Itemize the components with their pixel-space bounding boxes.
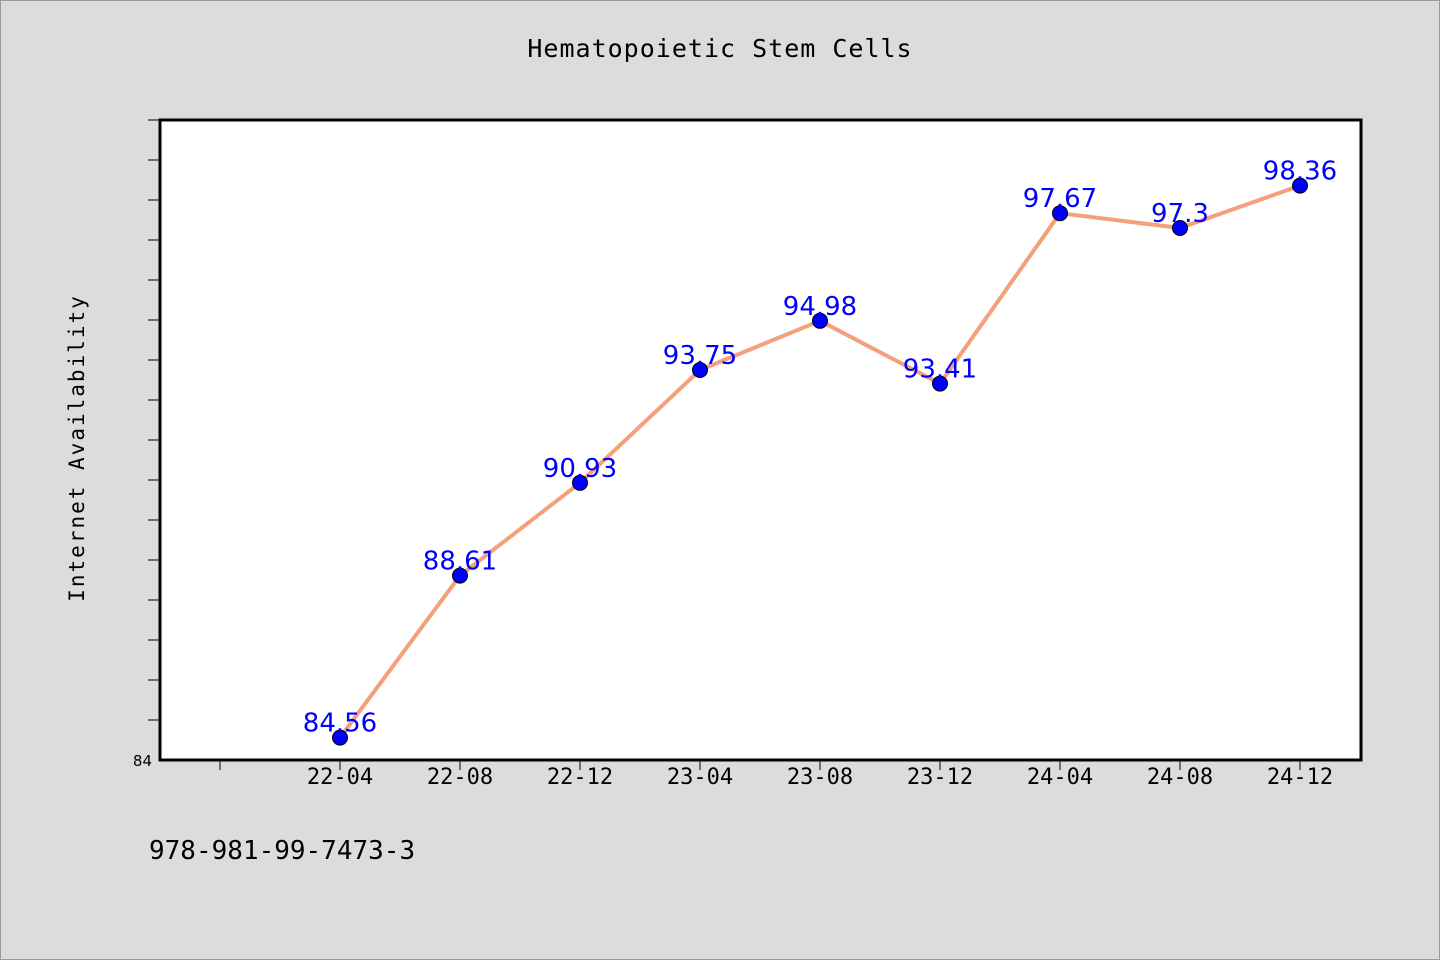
data-label: 88.61 xyxy=(423,547,497,577)
x-tick-label: 23-08 xyxy=(787,765,853,790)
data-point xyxy=(1172,220,1188,236)
y-tick-label: 84 xyxy=(133,752,152,770)
x-tick-label: 22-08 xyxy=(427,765,493,790)
footer-code: 978-981-99-7473-3 xyxy=(149,836,416,866)
x-axis-ticks: 22-04 22-08 22-12 23-04 23-08 23-12 24-04 24-08… xyxy=(219,760,1333,790)
data-label: 97.67 xyxy=(1023,184,1097,214)
data-labels: 84.56 88.61 90.93 93.75 94.98 93.41 97.67 97.3 9… xyxy=(303,157,1337,739)
data-point xyxy=(692,362,708,378)
y-axis-ticks: 84 xyxy=(133,119,160,770)
x-tick-label: 22-04 xyxy=(307,765,373,790)
data-label: 93.41 xyxy=(903,355,977,385)
data-point xyxy=(1292,177,1308,194)
data-label: 90.93 xyxy=(543,454,617,484)
data-point xyxy=(332,729,348,746)
x-tick-label: 23-04 xyxy=(667,765,733,790)
data-point xyxy=(452,567,468,584)
chart-title: Hematopoietic Stem Cells xyxy=(527,34,913,63)
data-label: 94.98 xyxy=(783,292,857,322)
data-label: 98.36 xyxy=(1263,157,1337,187)
data-label: 97.3 xyxy=(1151,199,1209,229)
data-point xyxy=(1052,205,1068,222)
data-point xyxy=(572,474,588,491)
x-tick-label: 24-12 xyxy=(1267,765,1333,790)
data-label: 93.75 xyxy=(663,341,737,371)
x-tick-label: 24-08 xyxy=(1147,765,1213,790)
x-tick-label: 23-12 xyxy=(907,765,973,790)
x-tick-label: 22-12 xyxy=(547,765,613,790)
data-markers xyxy=(332,177,1308,746)
data-label: 84.56 xyxy=(303,709,377,739)
data-point xyxy=(812,312,828,329)
data-point xyxy=(932,375,948,392)
x-tick-label: 24-04 xyxy=(1027,765,1093,790)
